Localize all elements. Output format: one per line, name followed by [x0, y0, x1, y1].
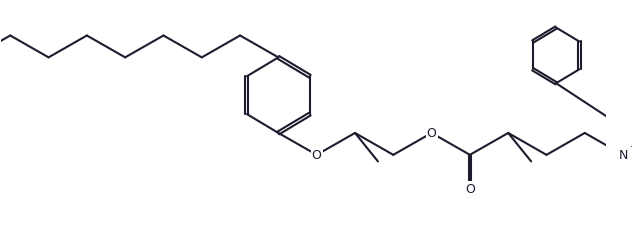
Text: N: N — [618, 149, 628, 162]
Text: O: O — [312, 149, 322, 162]
Text: +: + — [629, 142, 632, 151]
Text: O: O — [427, 127, 437, 140]
Text: O: O — [465, 182, 475, 196]
